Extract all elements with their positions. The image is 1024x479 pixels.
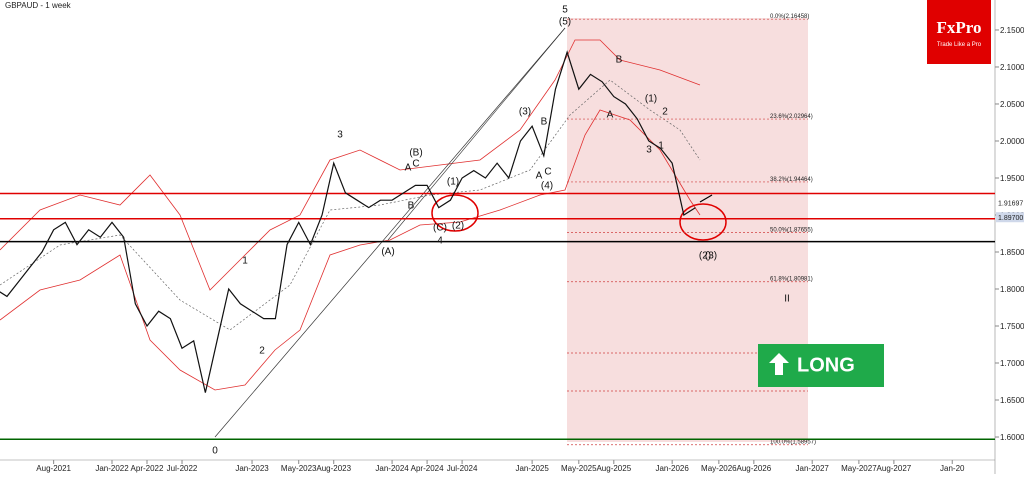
x-tick-label: May-2023 — [281, 464, 317, 473]
wave-label: A — [405, 163, 412, 174]
x-tick-label: Jan-2026 — [655, 464, 689, 473]
wave-label: 0 — [212, 446, 218, 457]
y-tick-label: 1.95000 — [1000, 174, 1024, 183]
x-tick-label: May-2026 — [701, 464, 737, 473]
wave-label: (A) — [381, 247, 394, 258]
logo: FxPro — [936, 18, 981, 37]
price-marker-label: 1.89700 — [998, 215, 1023, 222]
y-tick-label: 2.10000 — [1000, 63, 1024, 72]
trend-line — [387, 27, 566, 241]
logo-tagline: Trade Like a Pro — [937, 42, 982, 48]
x-tick-label: Aug-2021 — [36, 464, 71, 473]
wave-label: 4 — [437, 236, 443, 247]
wave-label: (1) — [645, 94, 657, 105]
x-tick-label: Apr-2022 — [131, 464, 164, 473]
wave-label: B — [408, 201, 415, 212]
wave-label: A — [536, 171, 543, 182]
y-tick-label: 2.00000 — [1000, 137, 1024, 146]
wave-label: (4) — [541, 181, 553, 192]
x-tick-label: Aug-2023 — [316, 464, 351, 473]
wave-label: B — [541, 117, 548, 128]
chart-title: GBPAUD - 1 week — [5, 1, 72, 10]
wave-label: A — [607, 110, 614, 121]
arrow — [699, 194, 713, 203]
fib-label: 50.0%(1.87655) — [770, 227, 813, 233]
up-arrow — [769, 353, 789, 375]
fib-label: 0.0%(2.16458) — [770, 14, 809, 20]
x-tick-label: Jan-20 — [940, 464, 965, 473]
x-tick-label: Apr-2024 — [411, 464, 444, 473]
x-tick-label: Jul-2022 — [167, 464, 198, 473]
highlight-circle — [431, 194, 479, 232]
y-tick-label: 1.70000 — [1000, 359, 1024, 368]
y-tick-label: 1.80000 — [1000, 285, 1024, 294]
x-tick-label: Aug-2026 — [736, 464, 771, 473]
wave-label: 2 — [259, 346, 265, 357]
x-tick-label: Aug-2025 — [596, 464, 631, 473]
price-marker — [996, 197, 1024, 208]
wave-label: 2 — [662, 107, 668, 118]
wave-label: C — [544, 167, 551, 178]
wave-label: C — [412, 159, 419, 170]
highlight-circle — [679, 203, 727, 241]
y-tick-label: 1.75000 — [1000, 322, 1024, 331]
y-tick-label: 1.85000 — [1000, 248, 1024, 257]
x-tick-label: Aug-2027 — [877, 464, 912, 473]
wave-label: II — [784, 294, 790, 305]
fib-label: 100.0%(1.58957) — [770, 440, 816, 446]
x-tick-label: Jan-2025 — [515, 464, 549, 473]
x-tick-label: May-2027 — [841, 464, 877, 473]
x-tick-label: May-2025 — [561, 464, 597, 473]
logo-box — [927, 0, 991, 64]
signal: LONG — [797, 354, 855, 376]
y-tick-label: 2.15000 — [1000, 26, 1024, 35]
y-tick-label: 1.65000 — [1000, 396, 1024, 405]
fib-label: 23.6%(2.02964) — [770, 114, 813, 120]
wave-label: 5 — [562, 5, 568, 16]
bollinger-lower — [0, 109, 701, 391]
fib-label: 61.8%(1.80981) — [770, 277, 813, 283]
wave-label: 3 — [646, 145, 652, 156]
price-marker — [996, 212, 1024, 223]
wave-label: (B) — [409, 148, 422, 159]
bollinger-upper — [0, 39, 701, 291]
x-tick-label: Jan-2027 — [796, 464, 830, 473]
x-tick-label: Jan-2024 — [375, 464, 409, 473]
wave-label: 1 — [658, 141, 664, 152]
wave-label: (3) — [705, 251, 717, 262]
x-tick-label: Jan-2023 — [235, 464, 269, 473]
wave-label: (2) — [452, 221, 464, 232]
x-tick-label: Jul-2024 — [447, 464, 478, 473]
price-marker-label: 1.91697 — [998, 200, 1023, 207]
trend-line — [214, 27, 566, 438]
x-tick-label: Jan-2022 — [95, 464, 129, 473]
wave-label: 1 — [242, 256, 248, 267]
wave-label: (2) — [699, 251, 711, 262]
bollinger-mid — [0, 79, 701, 331]
y-tick-label: 1.60000 — [1000, 433, 1024, 442]
wave-label: B — [616, 55, 623, 66]
price-line — [0, 50, 696, 393]
wave-label: (3) — [519, 107, 531, 118]
wave-label: 3 — [337, 130, 343, 141]
fib-label: 38.2%(1.94464) — [770, 177, 813, 183]
y-tick-label: 2.05000 — [1000, 100, 1024, 109]
wave-label: (5) — [559, 17, 571, 28]
wave-label: (1) — [447, 177, 459, 188]
wave-label: (C) — [433, 223, 447, 234]
